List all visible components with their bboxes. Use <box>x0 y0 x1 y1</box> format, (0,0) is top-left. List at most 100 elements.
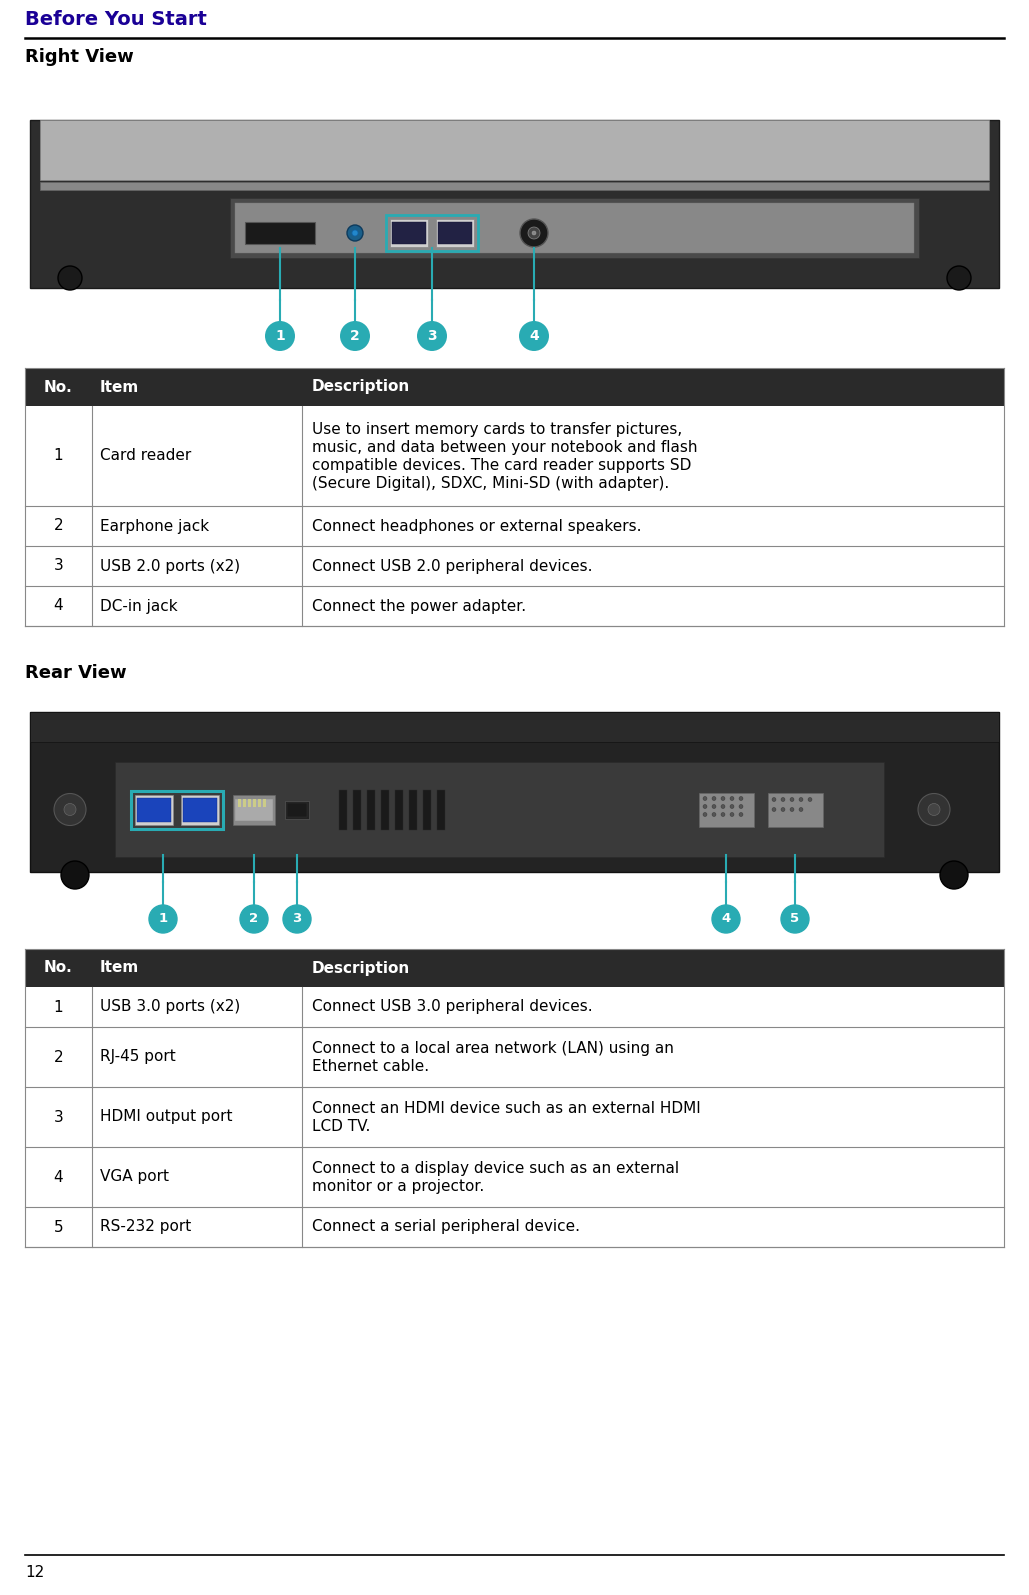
Text: Connect to a local area network (LAN) using an: Connect to a local area network (LAN) us… <box>312 1042 674 1056</box>
Bar <box>423 790 431 829</box>
Bar <box>25 1147 1004 1207</box>
Bar <box>25 368 1004 407</box>
Bar <box>25 987 1004 1027</box>
Circle shape <box>799 798 803 802</box>
Bar <box>768 793 823 826</box>
Circle shape <box>918 793 950 826</box>
Circle shape <box>730 812 734 817</box>
Circle shape <box>347 225 363 241</box>
Text: Connect a serial peripheral device.: Connect a serial peripheral device. <box>312 1220 580 1235</box>
Bar <box>235 203 914 254</box>
Text: 4: 4 <box>721 912 731 925</box>
Bar <box>243 799 246 807</box>
Text: 1: 1 <box>158 912 168 925</box>
Text: Connect the power adapter.: Connect the power adapter. <box>312 598 526 614</box>
Text: 4: 4 <box>54 598 63 614</box>
Text: 5: 5 <box>54 1220 63 1235</box>
Bar <box>381 790 389 829</box>
Circle shape <box>730 804 734 809</box>
Text: monitor or a projector.: monitor or a projector. <box>312 1179 485 1195</box>
Bar <box>30 711 999 742</box>
Bar <box>285 801 309 818</box>
Bar <box>390 219 428 247</box>
Circle shape <box>520 219 548 247</box>
Bar <box>25 506 1004 545</box>
Bar <box>258 799 261 807</box>
Circle shape <box>265 321 295 351</box>
Bar <box>699 793 754 826</box>
Circle shape <box>240 904 268 933</box>
Text: 1: 1 <box>54 1000 63 1014</box>
Circle shape <box>340 321 370 351</box>
Circle shape <box>703 812 707 817</box>
Circle shape <box>721 796 725 801</box>
Bar <box>367 790 375 829</box>
Text: VGA port: VGA port <box>100 1169 169 1185</box>
Circle shape <box>781 798 785 802</box>
Text: compatible devices. The card reader supports SD: compatible devices. The card reader supp… <box>312 458 691 474</box>
Bar <box>339 790 347 829</box>
Text: 3: 3 <box>54 1110 63 1124</box>
Bar <box>238 799 241 807</box>
Text: Description: Description <box>312 960 411 976</box>
Text: No.: No. <box>44 380 73 394</box>
Bar <box>137 798 171 821</box>
Circle shape <box>721 804 725 809</box>
Bar <box>245 222 315 244</box>
Circle shape <box>947 266 971 290</box>
Circle shape <box>781 904 809 933</box>
Bar <box>230 198 919 258</box>
Bar <box>437 790 445 829</box>
Text: Use to insert memory cards to transfer pictures,: Use to insert memory cards to transfer p… <box>312 423 682 437</box>
Bar <box>30 711 999 872</box>
Text: DC-in jack: DC-in jack <box>100 598 177 614</box>
Circle shape <box>790 798 794 802</box>
Bar <box>248 799 251 807</box>
Circle shape <box>928 804 941 815</box>
Circle shape <box>772 807 776 812</box>
Text: 2: 2 <box>249 912 258 925</box>
Text: Card reader: Card reader <box>100 448 190 464</box>
Bar <box>115 762 884 857</box>
Text: Connect to a display device such as an external: Connect to a display device such as an e… <box>312 1161 679 1176</box>
Circle shape <box>532 231 536 234</box>
Bar <box>25 949 1004 987</box>
Text: 1: 1 <box>54 448 63 464</box>
Bar <box>40 182 989 190</box>
Bar <box>392 222 426 244</box>
Text: Item: Item <box>100 960 139 976</box>
Circle shape <box>703 796 707 801</box>
Circle shape <box>739 796 743 801</box>
Bar <box>183 798 217 821</box>
Circle shape <box>61 861 88 888</box>
Bar <box>25 1088 1004 1147</box>
Text: (Secure Digital), SDXC, Mini-SD (with adapter).: (Secure Digital), SDXC, Mini-SD (with ad… <box>312 475 669 491</box>
Bar <box>263 799 267 807</box>
Circle shape <box>58 266 82 290</box>
Text: Rear View: Rear View <box>25 664 127 683</box>
Text: Connect headphones or external speakers.: Connect headphones or external speakers. <box>312 518 641 533</box>
Bar <box>25 545 1004 585</box>
Text: RJ-45 port: RJ-45 port <box>100 1050 175 1064</box>
Text: 4: 4 <box>54 1169 63 1185</box>
Bar <box>40 120 989 180</box>
Bar <box>438 222 472 244</box>
Circle shape <box>739 804 743 809</box>
Bar <box>25 585 1004 625</box>
Text: Item: Item <box>100 380 139 394</box>
Bar <box>181 794 219 825</box>
Bar <box>131 791 223 828</box>
Circle shape <box>721 812 725 817</box>
Text: Earphone jack: Earphone jack <box>100 518 209 533</box>
Text: Before You Start: Before You Start <box>25 10 207 29</box>
Text: 5: 5 <box>790 912 800 925</box>
Circle shape <box>739 812 743 817</box>
Text: Connect USB 2.0 peripheral devices.: Connect USB 2.0 peripheral devices. <box>312 558 593 574</box>
Circle shape <box>703 804 707 809</box>
Text: Description: Description <box>312 380 411 394</box>
Circle shape <box>149 904 177 933</box>
Text: USB 3.0 ports (x2): USB 3.0 ports (x2) <box>100 1000 240 1014</box>
Text: 4: 4 <box>529 329 539 343</box>
Circle shape <box>712 804 716 809</box>
Circle shape <box>417 321 447 351</box>
